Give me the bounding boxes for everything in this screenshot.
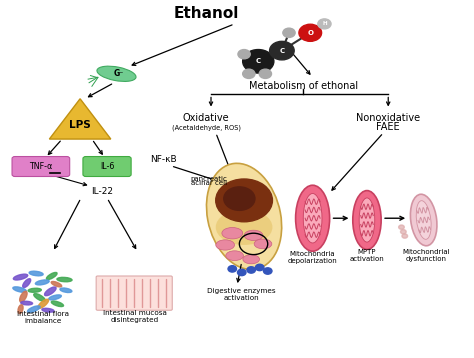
Circle shape (247, 267, 255, 273)
Text: G⁻: G⁻ (114, 69, 124, 78)
Circle shape (243, 49, 274, 73)
Text: Mitochondrial
dysfunction: Mitochondrial dysfunction (402, 249, 450, 262)
Circle shape (264, 268, 272, 274)
FancyBboxPatch shape (12, 156, 70, 176)
Ellipse shape (13, 274, 27, 280)
Ellipse shape (42, 308, 54, 312)
Ellipse shape (353, 190, 381, 250)
Circle shape (228, 266, 237, 272)
Text: Ethanol: Ethanol (173, 6, 239, 21)
Text: IL-6: IL-6 (100, 162, 114, 171)
Ellipse shape (303, 193, 322, 243)
Text: H: H (322, 21, 327, 26)
Ellipse shape (23, 279, 31, 287)
Ellipse shape (97, 66, 136, 81)
FancyBboxPatch shape (83, 156, 131, 176)
Circle shape (238, 49, 250, 59)
Text: Oxidative: Oxidative (183, 113, 229, 124)
Ellipse shape (51, 301, 64, 306)
Ellipse shape (359, 198, 375, 242)
Ellipse shape (13, 287, 27, 292)
Text: NF-κB: NF-κB (150, 155, 177, 164)
Circle shape (259, 69, 272, 78)
Ellipse shape (416, 201, 431, 240)
Ellipse shape (216, 209, 273, 245)
Ellipse shape (27, 306, 40, 313)
Ellipse shape (226, 251, 244, 261)
Text: Nonoxidative: Nonoxidative (356, 113, 420, 124)
Ellipse shape (254, 239, 272, 249)
Circle shape (299, 24, 321, 41)
Ellipse shape (410, 194, 437, 246)
Ellipse shape (34, 294, 45, 301)
Text: Intestinal mucosa
disintegrated: Intestinal mucosa disintegrated (102, 310, 166, 323)
Ellipse shape (243, 255, 259, 264)
Text: (Acetaldehyde, ROS): (Acetaldehyde, ROS) (172, 124, 241, 131)
Text: Intestinal flora
imbalance: Intestinal flora imbalance (17, 311, 69, 324)
Circle shape (283, 28, 295, 38)
Ellipse shape (51, 281, 62, 287)
Ellipse shape (216, 240, 235, 250)
Text: TNF-α: TNF-α (29, 162, 53, 171)
Ellipse shape (207, 163, 282, 270)
Circle shape (243, 69, 255, 78)
Ellipse shape (38, 299, 48, 308)
Text: Mitochondria
depolarization: Mitochondria depolarization (288, 251, 337, 264)
Ellipse shape (45, 287, 56, 296)
Text: C: C (279, 48, 284, 54)
Text: IL-22: IL-22 (91, 187, 113, 196)
Ellipse shape (244, 230, 263, 241)
Circle shape (216, 179, 273, 222)
Circle shape (318, 19, 331, 29)
FancyBboxPatch shape (96, 276, 172, 310)
Text: Digestive enzymes
activation: Digestive enzymes activation (208, 289, 276, 301)
Text: acinar cell: acinar cell (191, 180, 227, 186)
Text: LPS: LPS (69, 120, 91, 130)
Text: Metabolism of ethonal: Metabolism of ethonal (248, 81, 358, 91)
Circle shape (255, 264, 264, 271)
Ellipse shape (21, 301, 33, 305)
Ellipse shape (28, 288, 41, 292)
Ellipse shape (296, 185, 329, 251)
Text: MPTP
activation: MPTP activation (350, 249, 384, 262)
Text: FAEE: FAEE (376, 122, 400, 132)
Circle shape (401, 229, 406, 234)
Polygon shape (49, 99, 111, 139)
Circle shape (224, 187, 255, 211)
Text: O: O (307, 30, 313, 36)
Circle shape (270, 41, 294, 60)
Ellipse shape (19, 291, 27, 302)
Text: C: C (255, 58, 261, 64)
Ellipse shape (222, 227, 243, 239)
Text: pancreatic: pancreatic (190, 176, 227, 182)
Ellipse shape (57, 277, 72, 282)
Circle shape (399, 225, 404, 229)
Ellipse shape (46, 272, 57, 280)
Ellipse shape (18, 305, 23, 314)
Circle shape (237, 269, 246, 276)
Ellipse shape (36, 280, 49, 285)
Ellipse shape (29, 271, 43, 276)
Ellipse shape (49, 295, 61, 300)
Circle shape (402, 234, 408, 238)
Ellipse shape (60, 288, 72, 292)
